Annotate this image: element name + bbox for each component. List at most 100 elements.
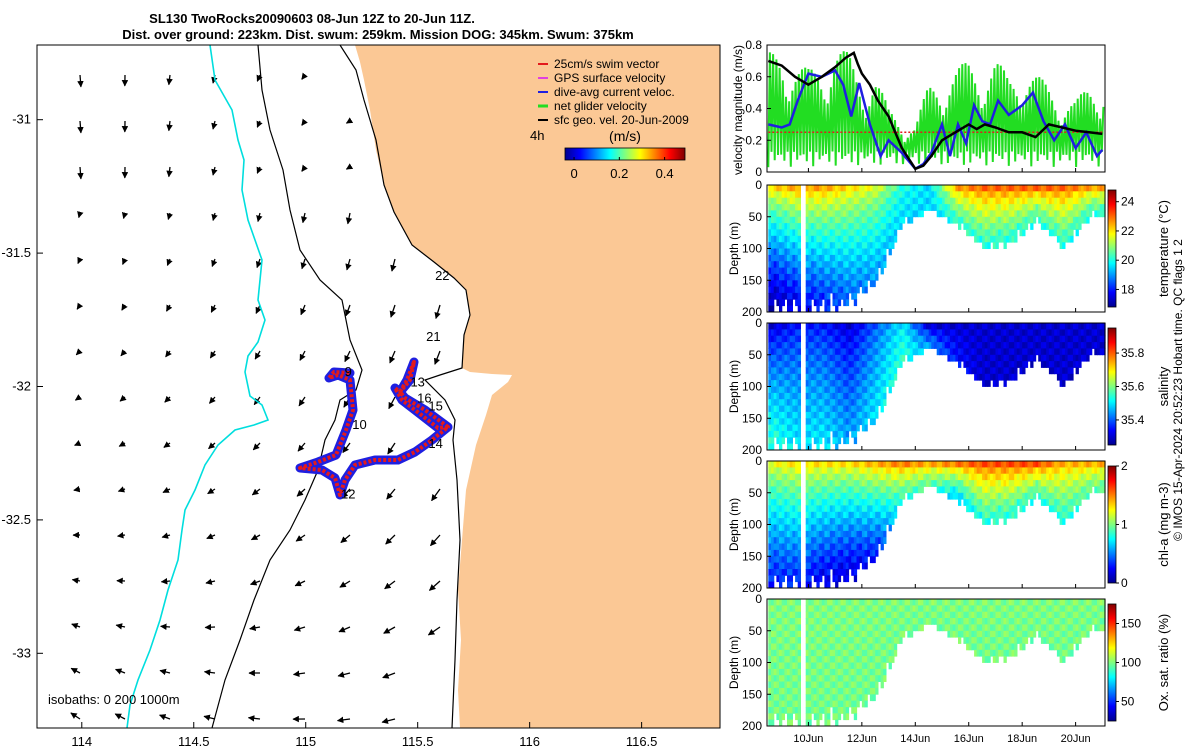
section-cell — [808, 443, 812, 451]
section-cell — [813, 254, 818, 262]
section-cell — [955, 348, 959, 356]
section-cell — [771, 361, 775, 368]
section-cell — [1051, 210, 1055, 218]
section-cell — [843, 405, 847, 413]
section-cell — [840, 204, 844, 211]
section-cell — [789, 299, 793, 307]
section-cell — [773, 386, 777, 394]
section-cell — [1000, 473, 1005, 481]
section-cell — [1003, 480, 1007, 487]
section-cell — [987, 492, 991, 500]
section-cell — [771, 707, 775, 714]
section-cell — [768, 562, 772, 570]
section-cell — [976, 492, 980, 500]
section-cell — [792, 624, 796, 632]
section-cell — [947, 204, 951, 211]
section-cell — [827, 524, 831, 532]
section-cell — [813, 418, 818, 426]
section-cell — [848, 204, 852, 211]
section-cell — [1006, 486, 1010, 494]
section-cell — [853, 323, 858, 330]
section-cell — [835, 216, 839, 224]
section-cell — [955, 342, 959, 349]
section-cell — [776, 537, 780, 544]
section-cell — [797, 424, 801, 432]
section-cell — [995, 492, 999, 500]
section-cell — [907, 492, 911, 500]
section-cell — [776, 492, 780, 500]
section-cell — [837, 681, 842, 689]
geo-velocity-arrow — [209, 350, 217, 359]
section-cell — [1062, 505, 1066, 513]
section-cell — [792, 380, 796, 387]
geo-velocity-arrow — [166, 74, 173, 86]
section-cell — [1046, 216, 1050, 224]
section-cell — [867, 662, 871, 670]
section-cell — [987, 197, 991, 205]
section-cell — [984, 348, 989, 356]
section-cell — [845, 424, 850, 432]
section-cell — [848, 611, 852, 619]
section-cell — [1032, 329, 1037, 337]
section-cell — [861, 280, 866, 288]
section-cell — [1072, 323, 1077, 330]
section-cell — [816, 392, 820, 400]
section-cell — [840, 473, 844, 481]
section-cell — [779, 411, 783, 419]
section-cell — [939, 486, 943, 494]
section-cell — [950, 216, 954, 224]
section-cell — [835, 605, 839, 613]
geo-velocity-arrow — [122, 257, 128, 265]
section-cell — [888, 235, 892, 243]
section-cell — [893, 373, 898, 381]
section-cell — [781, 361, 785, 368]
section-cell — [811, 511, 815, 519]
section-cell — [885, 229, 890, 237]
section-cell — [779, 405, 783, 413]
section-cell — [773, 424, 777, 432]
section-cell — [877, 480, 882, 487]
section-cell — [958, 486, 962, 494]
section-cell — [811, 611, 815, 619]
section-cell — [853, 197, 858, 205]
section-cell — [1064, 492, 1069, 500]
section-cell — [968, 210, 972, 218]
section-cell — [1046, 361, 1050, 368]
section-cell — [845, 649, 850, 657]
section-cell — [1019, 329, 1023, 337]
geo-velocity-arrow — [300, 304, 307, 316]
section-cell — [1064, 367, 1069, 375]
section-cell — [992, 235, 997, 243]
section-cell — [851, 399, 855, 406]
section-cell — [797, 556, 801, 564]
section-cell — [819, 569, 823, 576]
section-cell — [832, 411, 836, 419]
section-cell — [944, 486, 948, 494]
section-cell — [832, 210, 836, 218]
section-cell — [1014, 229, 1018, 237]
section-cell — [787, 437, 791, 445]
section-cell — [1032, 191, 1037, 199]
section-cell — [795, 280, 799, 288]
section-cell — [824, 399, 828, 406]
section-cell — [931, 191, 935, 199]
section-cell — [888, 480, 892, 487]
section-cell — [805, 656, 809, 663]
geo-velocity-arrow — [251, 488, 261, 496]
section-cell — [923, 473, 927, 481]
section-cell — [1091, 191, 1095, 199]
section-cell — [992, 335, 997, 343]
depth-axis-label: Depth (m) — [727, 498, 741, 551]
section-cell — [816, 511, 820, 519]
section-cell — [1067, 216, 1071, 224]
section-cell — [1102, 210, 1106, 218]
section-cell — [808, 235, 812, 243]
section-cell — [787, 292, 791, 300]
section-cell — [787, 461, 791, 468]
section-cell — [950, 486, 954, 494]
section-cell — [848, 210, 852, 218]
section-cell — [813, 261, 818, 268]
section-cell — [859, 367, 863, 375]
section-cell — [896, 223, 900, 230]
